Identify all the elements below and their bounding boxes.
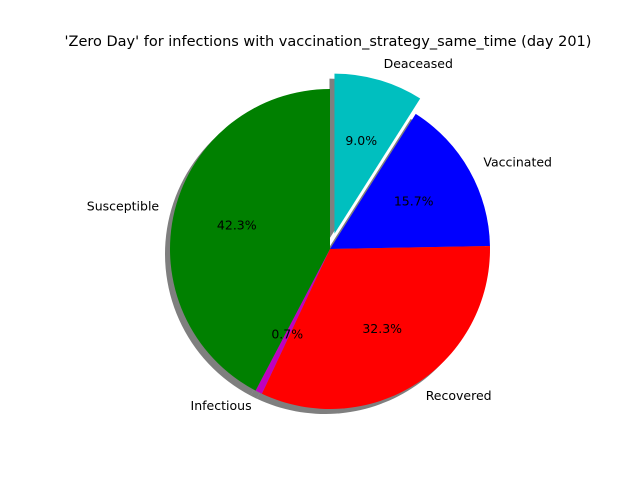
slice-vaccinated [330, 113, 490, 249]
slice-pct-label-susceptible: 42.3% [217, 218, 257, 233]
slice-label-susceptible: Susceptible [87, 198, 160, 213]
chart-title: 'Zero Day' for infections with vaccinati… [64, 34, 592, 50]
pie-slices [170, 73, 491, 410]
slice-label-vaccinated: Vaccinated [483, 154, 552, 169]
slice-infectious [255, 249, 330, 394]
slice-pct-label-deaceased: 9.0% [345, 133, 377, 148]
slice-deaceased [334, 73, 421, 234]
slice-pct-label-infectious: 0.7% [271, 326, 303, 341]
slice-label-recovered: Recovered [426, 388, 492, 403]
slice-pct-label-recovered: 32.3% [362, 321, 402, 336]
pie-labels: Deaceased 9.0% Vaccinated 15.7% Recovered 32.… [87, 56, 552, 413]
slice-susceptible [170, 89, 330, 391]
slice-pct-label-vaccinated: 15.7% [394, 193, 434, 208]
slice-label-infectious: Infectious [191, 398, 252, 413]
slice-recovered [261, 245, 491, 410]
slice-label-deaceased: Deaceased [384, 56, 453, 71]
